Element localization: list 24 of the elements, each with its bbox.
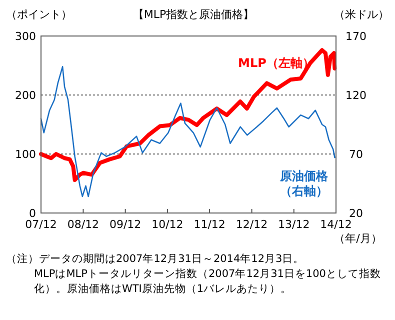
x-tick-label: 07/12 — [25, 218, 57, 231]
series-label: 原油価格（右軸） — [279, 169, 329, 198]
x-tick-label: 12/12 — [236, 218, 268, 231]
text: （注）データの期間は2007年12月31日～2014年12月3日。 — [6, 252, 304, 265]
y-tick-label: 0 — [29, 207, 36, 220]
text: MLPはMLPトータルリターン指数（2007年12月31日を100として指数化）。原油価格はWTI原油先物（1バレルあたり）。 — [34, 268, 381, 295]
chart-title: 【MLP指数と原油価格】 — [132, 8, 254, 21]
y-tick-label: 100 — [15, 148, 36, 161]
y2-axis-title: （米ドル） — [334, 8, 389, 21]
y-tick-label: 200 — [15, 89, 36, 102]
y2-tick-label: 20 — [349, 207, 363, 220]
line-series — [39, 48, 337, 182]
x-tick-label: 08/12 — [67, 218, 100, 231]
x-tick-label: 11/12 — [194, 218, 226, 231]
y-axis-title: （ポイント） — [6, 8, 72, 21]
x-axis-title: （年/月） — [334, 232, 382, 245]
x-tick-label: 10/12 — [152, 218, 184, 231]
y-tick-label: 300 — [15, 30, 36, 43]
x-tick-label: 14/12 — [320, 218, 352, 231]
y2-tick-label: 70 — [349, 148, 363, 161]
x-tick-label: 13/12 — [278, 218, 310, 231]
y2-tick-label: 120 — [346, 89, 366, 102]
x-tick-label: 09/12 — [109, 218, 142, 231]
y2-tick-label: 170 — [346, 30, 366, 43]
